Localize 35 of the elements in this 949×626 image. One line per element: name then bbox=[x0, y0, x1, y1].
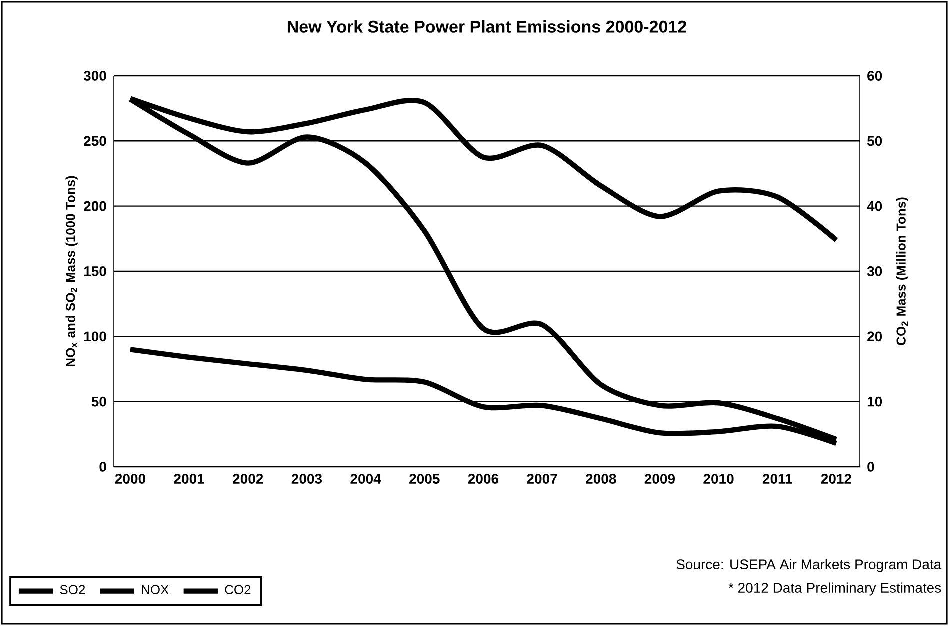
chart-title: New York State Power Plant Emissions 2000-2012 bbox=[288, 20, 686, 33]
y-axis-title: NO$_{x}$ and SO$_{2}$ Mass (1000 Tons) bbox=[66, 176, 78, 366]
y-tick-label: 100 bbox=[84, 332, 106, 342]
text: * 2012 Data Preliminary Estimates bbox=[728, 582, 942, 596]
x-tick-label: 2001 bbox=[174, 474, 204, 484]
x-tick-label: 2004 bbox=[350, 474, 382, 484]
y2-tick-label: 20 bbox=[868, 332, 882, 342]
y2-tick-label: 40 bbox=[867, 201, 882, 212]
y2-tick-label: 30 bbox=[867, 266, 882, 276]
x-tick-label: 2007 bbox=[527, 474, 558, 484]
y2-tick-label: 60 bbox=[868, 71, 882, 81]
y-tick-label: 0 bbox=[100, 462, 106, 472]
y-tick-label: 200 bbox=[84, 201, 106, 212]
y-tick-label: 300 bbox=[84, 71, 106, 81]
y2-tick-label: 0 bbox=[868, 462, 874, 472]
x-tick-label: 2002 bbox=[233, 474, 264, 484]
x-tick-label: 2010 bbox=[704, 474, 734, 484]
x-tick-label: 2011 bbox=[762, 474, 792, 484]
legend-label: SO2 bbox=[60, 585, 86, 594]
x-tick-label: 2008 bbox=[586, 474, 616, 484]
legend-label: CO2 bbox=[225, 585, 251, 594]
x-tick-label: 2006 bbox=[468, 474, 499, 484]
y2-tick-label: 50 bbox=[868, 136, 882, 146]
y-tick-label: 50 bbox=[92, 396, 106, 407]
legend-label: NOX bbox=[142, 585, 169, 594]
x-tick-label: 2012 bbox=[821, 474, 852, 484]
x-tick-label: 2005 bbox=[410, 474, 440, 484]
source-note: Source: USEPA Air Markets Program Data bbox=[676, 559, 942, 572]
y-tick-label: 150 bbox=[84, 266, 106, 276]
x-tick-label: 2000 bbox=[115, 474, 146, 484]
y2-tick-label: 10 bbox=[868, 396, 882, 407]
x-tick-label: 2003 bbox=[292, 474, 322, 484]
y-tick-label: 250 bbox=[84, 136, 106, 146]
x-tick-label: 2009 bbox=[644, 474, 675, 484]
y2-axis-title: CO$_{2}$ Mass (Million Tons) bbox=[896, 198, 908, 346]
